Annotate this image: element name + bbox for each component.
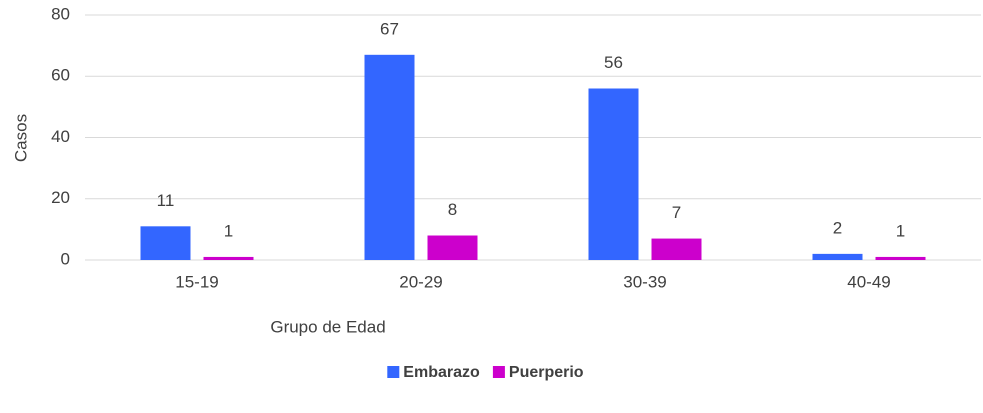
x-tick-label: 20-29 bbox=[399, 272, 442, 291]
y-tick-label: 40 bbox=[51, 127, 70, 146]
data-label: 1 bbox=[224, 221, 233, 240]
bar bbox=[203, 256, 254, 260]
bar bbox=[427, 235, 478, 260]
y-tick-label: 80 bbox=[51, 4, 70, 23]
data-label: 56 bbox=[604, 53, 623, 72]
legend-swatch bbox=[387, 366, 400, 378]
bar bbox=[812, 253, 863, 260]
x-tick-label: 15-19 bbox=[175, 272, 218, 291]
x-axis-label: Grupo de Edad bbox=[270, 317, 385, 336]
bar bbox=[651, 238, 702, 260]
bar bbox=[875, 256, 926, 260]
data-label: 2 bbox=[833, 218, 842, 237]
y-tick-label: 20 bbox=[51, 188, 70, 207]
data-label: 67 bbox=[380, 19, 399, 38]
legend-swatch bbox=[492, 366, 505, 378]
legend-label: Puerperio bbox=[509, 364, 584, 381]
bar bbox=[140, 226, 191, 260]
bar bbox=[364, 54, 415, 260]
data-label: 1 bbox=[896, 221, 905, 240]
x-tick-label: 40-49 bbox=[847, 272, 890, 291]
bar bbox=[588, 88, 639, 260]
x-tick-label: 30-39 bbox=[623, 272, 666, 291]
legend-label: Embarazo bbox=[403, 364, 480, 381]
y-tick-label: 60 bbox=[51, 66, 70, 85]
data-label: 7 bbox=[672, 203, 681, 222]
data-label: 8 bbox=[448, 200, 457, 219]
y-tick-label: 0 bbox=[61, 249, 70, 268]
y-axis-label: Casos bbox=[11, 114, 30, 162]
data-label: 11 bbox=[157, 191, 175, 210]
